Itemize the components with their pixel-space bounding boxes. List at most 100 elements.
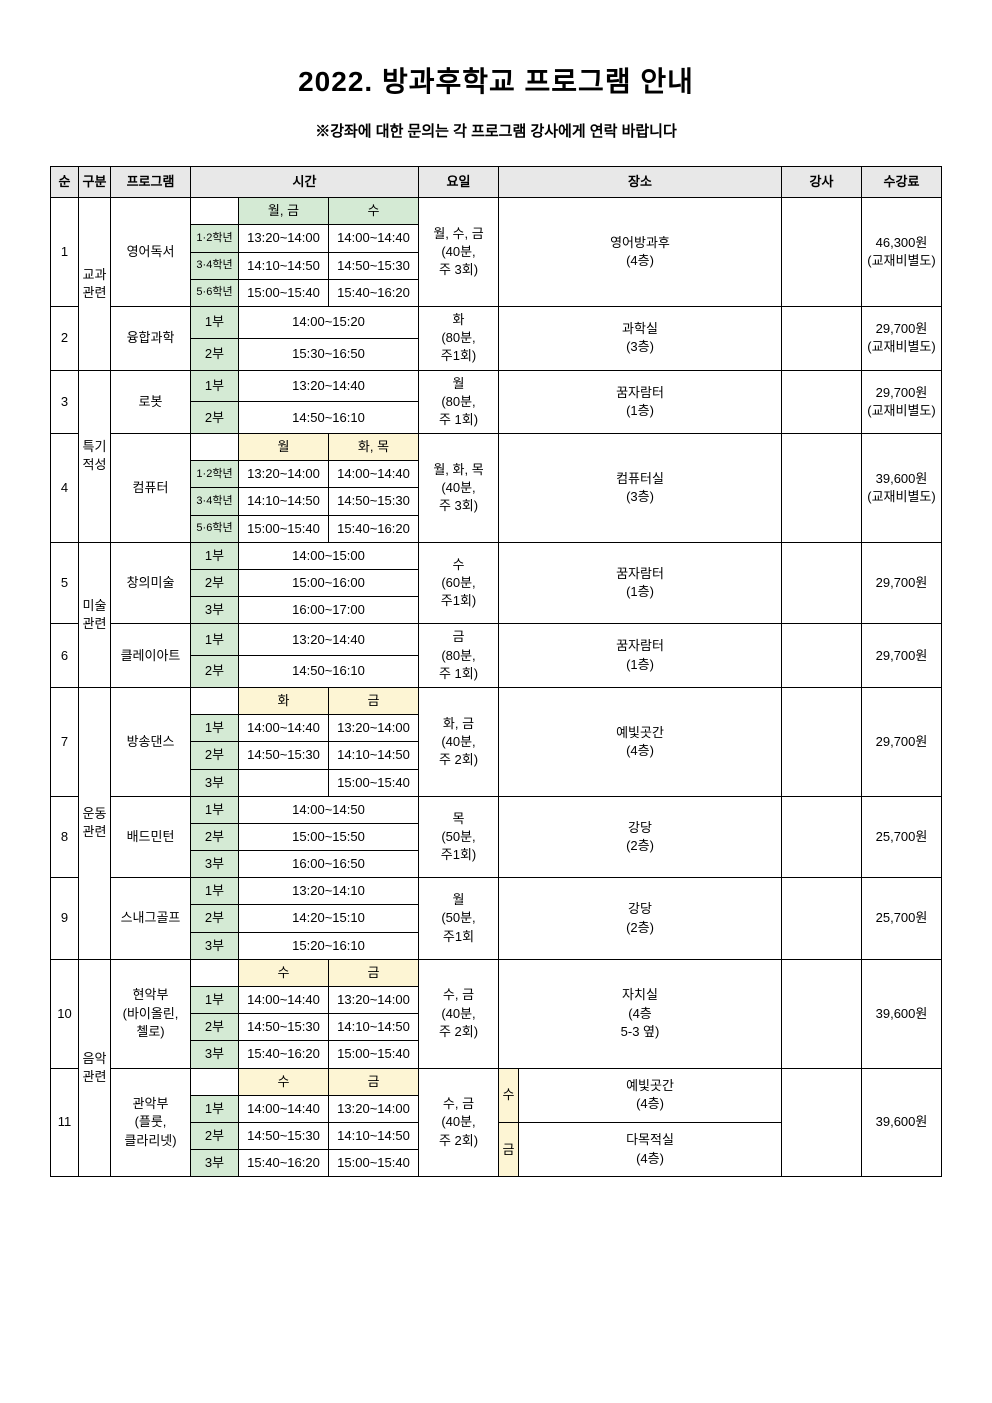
cell-days: 화(80분,주1회) [419,306,499,370]
cell-blank [191,198,239,225]
cell-dayhead: 월 [239,434,329,461]
cell-grade: 3부 [191,1150,239,1177]
cell-dayhead: 수 [329,198,419,225]
page-subtitle: ※강좌에 대한 문의는 각 프로그램 강사에게 연락 바랍니다 [50,120,942,141]
cell-grade: 5·6학년 [191,515,239,542]
cell-fee: 39,600원(교재비별도) [862,434,942,543]
cell-num: 7 [51,687,79,796]
cell-grade: 2부 [191,1122,239,1149]
cell-grade: 3부 [191,769,239,796]
table-row: 1 교과관련 영어독서 월, 금 수 월, 수, 금(40분,주 3회) 영어방… [51,198,942,225]
cell-days: 수, 금(40분,주 2회) [419,959,499,1068]
cell-grade: 1·2학년 [191,225,239,252]
cell-grade: 3부 [191,932,239,959]
cell-days: 월(80분,주 1회) [419,370,499,434]
cell-time: 15:30~16:50 [239,338,419,370]
cell-num: 10 [51,959,79,1068]
cell-grade: 3부 [191,597,239,624]
cell-days: 금(80분,주 1회) [419,624,499,688]
cell-program: 융합과학 [111,306,191,370]
table-row: 6 클레이아트 1부 13:20~14:40 금(80분,주 1회) 꿈자람터(… [51,624,942,656]
cell-time: 13:20~14:40 [239,370,419,402]
cell-time: 15:40~16:20 [329,279,419,306]
cell-place: 자치실(4층5-3 옆) [499,959,782,1068]
cell-fee: 29,700원 [862,542,942,624]
cell-num: 1 [51,198,79,307]
cell-grade: 2부 [191,1014,239,1041]
cell-days: 수(60분,주1회) [419,542,499,624]
cell-teacher [782,687,862,796]
cell-dayhead: 수 [239,1068,329,1095]
cell-time: 14:00~14:50 [239,796,419,823]
cell-grade: 2부 [191,823,239,850]
cell-grade: 1부 [191,796,239,823]
cell-program: 클레이아트 [111,624,191,688]
cell-time: 14:10~14:50 [329,1014,419,1041]
cell-grade: 2부 [191,905,239,932]
cell-teacher [782,959,862,1068]
cell-category: 교과관련 [79,198,111,370]
cell-program: 스내그골프 [111,878,191,960]
cell-grade: 1부 [191,370,239,402]
cell-num: 6 [51,624,79,688]
cell-grade: 5·6학년 [191,279,239,306]
cell-dayhead: 금 [329,687,419,714]
cell-time: 14:10~14:50 [329,742,419,769]
cell-program: 방송댄스 [111,687,191,796]
cell-dayhead: 화 [239,687,329,714]
cell-num: 2 [51,306,79,370]
cell-time: 13:20~14:00 [329,1095,419,1122]
cell-dayhead: 월, 금 [239,198,329,225]
cell-time: 14:10~14:50 [239,488,329,515]
cell-place: 강당(2층) [499,796,782,878]
cell-time: 15:20~16:10 [239,932,419,959]
cell-time: 14:00~14:40 [239,715,329,742]
cell-teacher [782,1068,862,1177]
cell-fee: 39,600원 [862,1068,942,1177]
cell-blank [191,1068,239,1095]
cell-grade: 3·4학년 [191,488,239,515]
cell-days: 월, 수, 금(40분,주 3회) [419,198,499,307]
cell-time: 13:20~14:10 [239,878,419,905]
cell-grade: 2부 [191,656,239,688]
cell-teacher [782,796,862,878]
cell-grade: 3부 [191,851,239,878]
cell-program: 관악부(플룻,클라리넷) [111,1068,191,1177]
cell-grade: 2부 [191,338,239,370]
cell-time: 14:50~16:10 [239,656,419,688]
cell-teacher [782,542,862,624]
header-fee: 수강료 [862,167,942,198]
cell-grade: 2부 [191,570,239,597]
cell-program: 컴퓨터 [111,434,191,543]
cell-program: 영어독서 [111,198,191,307]
cell-program: 배드민턴 [111,796,191,878]
cell-grade: 1부 [191,542,239,569]
cell-time: 14:00~14:40 [329,461,419,488]
cell-grade: 2부 [191,402,239,434]
cell-time: 14:10~14:50 [329,1122,419,1149]
table-row: 7 운동관련 방송댄스 화 금 화, 금(40분,주 2회) 예빛곳간(4층) … [51,687,942,714]
cell-time: 15:00~15:40 [329,1041,419,1068]
cell-fee: 25,700원 [862,878,942,960]
cell-category: 운동관련 [79,687,111,959]
cell-time: 15:40~16:20 [239,1150,329,1177]
cell-grade: 1부 [191,987,239,1014]
cell-time: 14:00~15:20 [239,306,419,338]
cell-time [239,769,329,796]
cell-time: 14:50~15:30 [239,742,329,769]
cell-time: 15:00~15:40 [329,1150,419,1177]
cell-time: 16:00~16:50 [239,851,419,878]
cell-time: 14:10~14:50 [239,252,329,279]
cell-blank [191,959,239,986]
cell-fee: 29,700원(교재비별도) [862,370,942,434]
cell-dayhead: 금 [329,959,419,986]
cell-grade: 1부 [191,1095,239,1122]
cell-days: 월(50분,주1회 [419,878,499,960]
cell-time: 13:20~14:00 [329,715,419,742]
cell-days: 월, 화, 목(40분,주 3회) [419,434,499,543]
cell-time: 15:40~16:20 [239,1041,329,1068]
table-row: 10 음악관련 현악부(바이올린,첼로) 수 금 수, 금(40분,주 2회) … [51,959,942,986]
cell-category: 특기적성 [79,370,111,542]
header-place: 장소 [499,167,782,198]
header-day: 요일 [419,167,499,198]
